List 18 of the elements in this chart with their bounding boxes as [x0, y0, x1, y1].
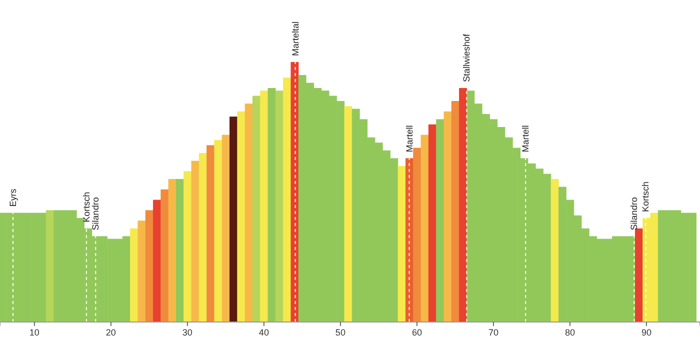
- x-tick-label: 20: [106, 327, 116, 338]
- ref-line-label: Stallwieshof: [462, 33, 472, 82]
- x-tick-label: 70: [488, 327, 498, 338]
- ref-line-label: Martell: [404, 125, 414, 152]
- x-tick-label: 10: [29, 327, 40, 338]
- x-tick-label: 80: [564, 327, 575, 338]
- x-tick-label: 90: [641, 327, 652, 338]
- ref-line-label: Marteltal: [290, 21, 300, 56]
- x-tick-label: 50: [335, 327, 346, 338]
- x-tick-label: 60: [412, 327, 422, 338]
- x-tick-label: 40: [258, 327, 269, 338]
- ref-line-label: Kortsch: [640, 181, 651, 212]
- ref-line-label: Silandro: [629, 197, 640, 230]
- ref-line-label: Martell: [520, 125, 531, 152]
- ref-line-label: Eyrs: [8, 188, 18, 207]
- ref-line-label: Kortsch: [81, 192, 92, 222]
- ref-line-label: Silandro: [90, 197, 101, 230]
- x-tick-label: 30: [182, 327, 192, 338]
